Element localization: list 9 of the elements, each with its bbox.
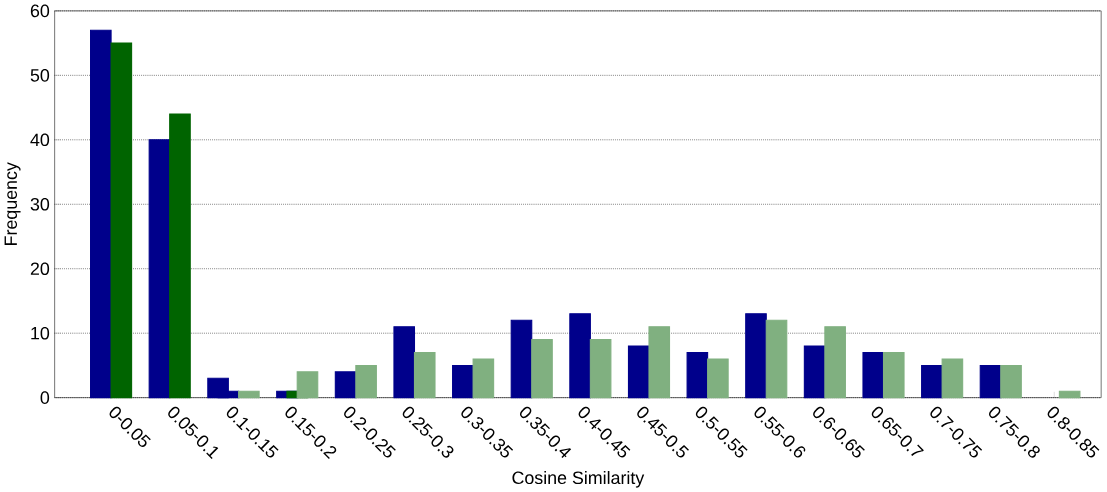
y-axis-title: Frequency: [4, 162, 21, 245]
y-tick-label: 20: [30, 262, 50, 275]
y-tick-label: 60: [30, 4, 50, 18]
y-tick-label: 40: [30, 133, 50, 147]
y-tick-label: 10: [31, 326, 50, 340]
y-tick-label: 50: [30, 68, 50, 82]
x-axis-title: Cosine Similarity: [512, 470, 645, 488]
y-tick-label: 30: [30, 197, 50, 211]
y-tick-label: 0: [40, 391, 50, 404]
